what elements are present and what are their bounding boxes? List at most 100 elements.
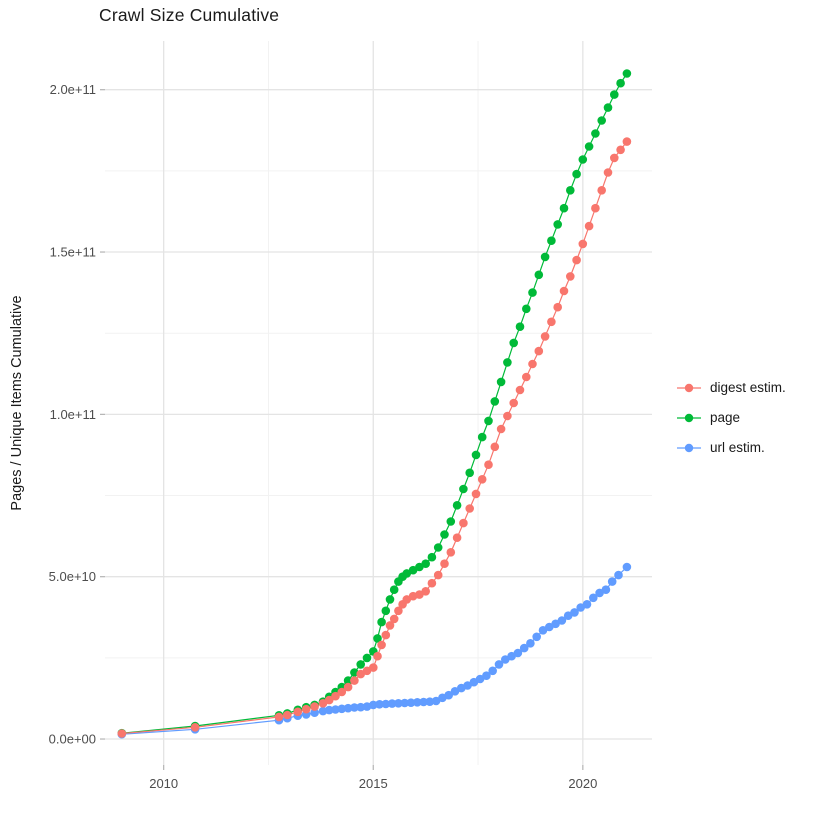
y-tick-label: 2.0e+11: [50, 82, 96, 97]
data-point-digest-estim: [584, 221, 594, 231]
data-point-page: [477, 432, 487, 442]
data-point-page: [496, 377, 506, 387]
data-point-url-estim: [501, 655, 510, 664]
y-tick-label: 5.0e+10: [49, 569, 96, 584]
data-point-url-estim: [337, 704, 347, 714]
data-point-url-estim: [482, 671, 491, 680]
data-point-page: [528, 288, 537, 297]
data-point-page: [522, 304, 531, 314]
data-point-url-estim: [369, 700, 378, 710]
data-point-url-estim: [406, 698, 416, 707]
data-point-digest-estim: [534, 346, 544, 356]
data-point-digest-estim: [331, 691, 340, 701]
data-point-digest-estim: [490, 442, 500, 452]
data-point-digest-estim: [381, 630, 391, 640]
data-point-url-estim: [394, 699, 403, 708]
data-point-digest-estim: [597, 186, 606, 195]
data-point-digest-estim: [471, 489, 481, 499]
data-point-page: [465, 468, 475, 478]
data-point-page: [547, 236, 556, 245]
data-point-digest-estim: [350, 676, 359, 685]
data-point-url-estim: [400, 698, 410, 708]
data-point-page: [566, 186, 575, 195]
data-point-page: [540, 252, 550, 262]
data-point-url-estim: [475, 674, 485, 684]
y-tick-label: 0.0e+00: [49, 732, 96, 747]
data-point-digest-estim: [496, 424, 506, 434]
data-point-page: [381, 606, 391, 616]
data-point-page: [362, 653, 372, 663]
chart-title: Crawl Size Cumulative: [99, 5, 280, 25]
data-point-digest-estim: [293, 707, 303, 717]
data-point-page: [603, 103, 613, 112]
data-point-digest-estim: [572, 255, 581, 265]
data-point-digest-estim: [421, 587, 431, 596]
x-tick-label: 2020: [568, 776, 597, 791]
data-point-url-estim: [324, 705, 334, 715]
data-point-page: [553, 220, 562, 229]
data-point-digest-estim: [528, 359, 537, 369]
data-point-digest-estim: [356, 669, 366, 679]
data-point-page: [471, 450, 481, 460]
data-point-url-estim: [425, 697, 435, 706]
data-point-url-estim: [350, 703, 359, 712]
y-tick-label: 1.5e+11: [50, 245, 96, 260]
data-point-digest-estim: [566, 272, 575, 281]
data-point-page: [610, 90, 619, 99]
data-point-url-estim: [601, 585, 611, 594]
data-point-url-estim: [310, 708, 319, 717]
data-point-page: [421, 559, 431, 568]
series-line-page: [121, 73, 628, 734]
data-point-page: [459, 484, 468, 494]
data-point-digest-estim: [465, 504, 475, 513]
data-point-page: [427, 552, 437, 562]
data-point-page: [452, 501, 462, 510]
data-point-digest-estim: [547, 317, 556, 327]
series-line-digest-estim: [121, 141, 628, 735]
data-point-url-estim: [519, 643, 529, 653]
data-point-page: [373, 634, 382, 643]
data-point-digest-estim: [622, 137, 632, 146]
data-point-page: [509, 338, 518, 348]
data-point-page: [515, 322, 525, 332]
data-point-digest-estim: [427, 578, 437, 588]
legend-item-digest-estim: digest estim.: [676, 377, 786, 398]
data-point-digest-estim: [509, 398, 518, 408]
data-point-url-estim: [582, 600, 592, 609]
legend-item-label: url estim.: [710, 440, 765, 455]
data-point-digest-estim: [452, 533, 462, 542]
data-point-digest-estim: [394, 606, 403, 616]
data-point-digest-estim: [440, 559, 449, 568]
data-point-page: [597, 116, 606, 125]
data-point-digest-estim: [603, 168, 613, 177]
data-point-digest-estim: [616, 145, 625, 155]
data-point-digest-estim: [389, 614, 399, 624]
legend-item-label: digest estim.: [710, 380, 786, 395]
data-point-url-estim: [526, 639, 535, 648]
data-point-url-estim: [614, 570, 623, 580]
data-point-digest-estim: [433, 570, 443, 580]
data-point-digest-estim: [283, 710, 292, 720]
data-point-digest-estim: [117, 729, 127, 738]
data-point-digest-estim: [591, 203, 600, 213]
data-point-page: [343, 676, 353, 685]
data-point-url-estim: [494, 660, 504, 669]
data-point-digest-estim: [553, 302, 562, 312]
data-point-url-estim: [607, 577, 617, 586]
legend-key-icon: [677, 443, 701, 452]
data-point-page: [446, 517, 456, 526]
data-point-url-estim: [557, 616, 567, 625]
data-point-digest-estim: [578, 239, 588, 249]
data-point-page: [433, 543, 443, 552]
data-point-url-estim: [381, 699, 391, 709]
data-point-digest-estim: [503, 411, 512, 421]
x-tick-label: 2010: [149, 776, 178, 791]
data-point-url-estim: [331, 705, 340, 714]
data-point-url-estim: [532, 632, 541, 642]
data-point-digest-estim: [459, 518, 468, 528]
data-point-url-estim: [563, 611, 573, 620]
data-point-page: [490, 397, 500, 406]
data-point-url-estim: [488, 666, 498, 676]
